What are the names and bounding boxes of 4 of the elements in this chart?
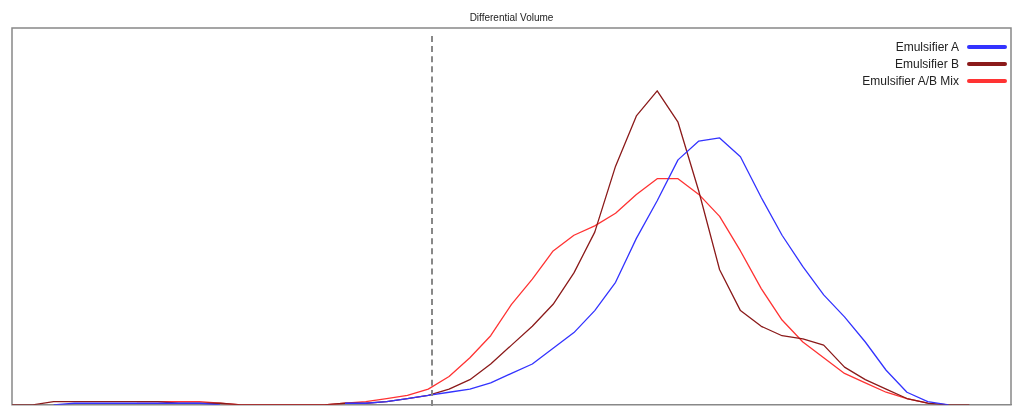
legend-label: Emulsifier A <box>895 39 959 54</box>
legend-label: Emulsifier B <box>894 56 959 71</box>
legend-label: Emulsifier A/B Mix <box>862 73 959 88</box>
chart-title: Differential Volume <box>469 11 554 23</box>
